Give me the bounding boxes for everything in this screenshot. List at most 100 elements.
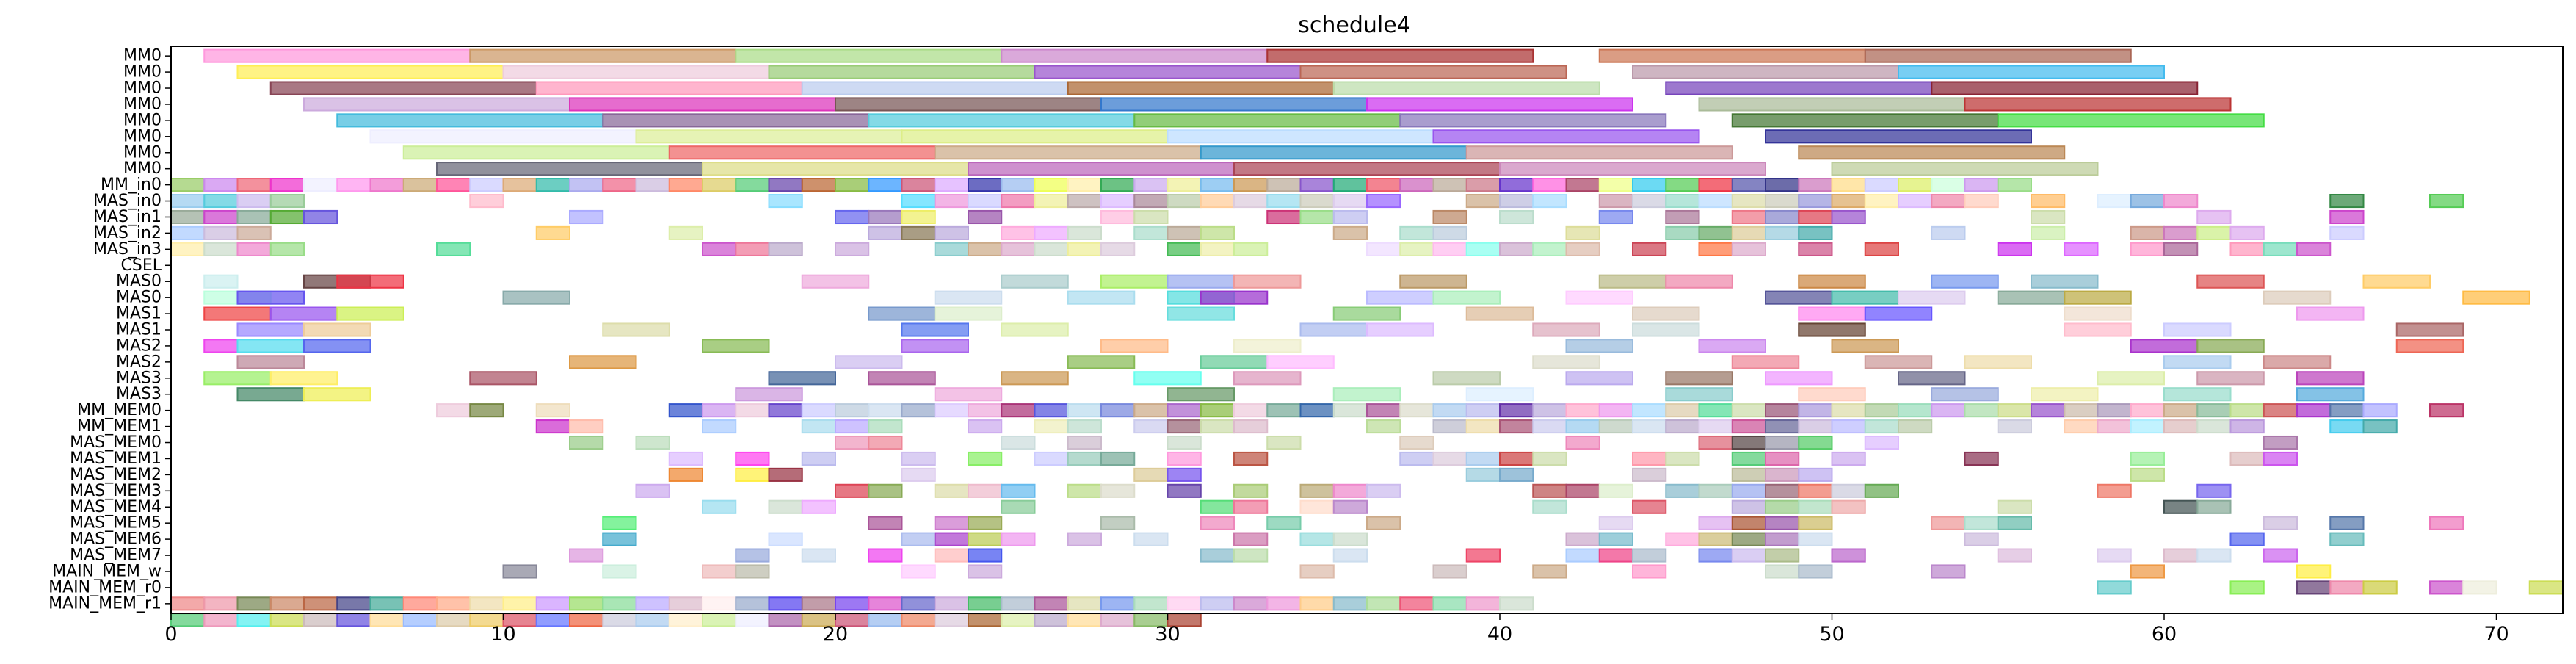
gantt-bar bbox=[2031, 387, 2099, 402]
y-tick-label: MAS_MEM4 bbox=[70, 498, 162, 516]
gantt-bar bbox=[934, 596, 969, 611]
gantt-bar bbox=[1465, 178, 1501, 192]
gantt-bar bbox=[868, 209, 903, 225]
gantt-bar bbox=[1332, 548, 1368, 563]
gantt-bar bbox=[1133, 225, 1169, 240]
gantt-bar bbox=[1200, 419, 1235, 434]
gantt-bar bbox=[1565, 483, 1600, 498]
gantt-bar bbox=[1067, 451, 1102, 466]
gantt-bar bbox=[901, 129, 1169, 144]
gantt-bar bbox=[1133, 371, 1202, 386]
gantt-bar bbox=[436, 178, 471, 192]
gantt-bar bbox=[2362, 419, 2398, 434]
gantt-bar bbox=[569, 419, 604, 434]
gantt-bar bbox=[1765, 371, 1833, 386]
y-tick-label: MAS_MEM3 bbox=[70, 482, 162, 500]
gantt-bar bbox=[1898, 290, 1966, 305]
gantt-bar bbox=[1133, 467, 1169, 482]
gantt-bar bbox=[303, 387, 371, 402]
gantt-bar bbox=[1200, 290, 1269, 305]
gantt-bar bbox=[1632, 419, 1667, 434]
axis-layer: MM0MM0MM0MM0MM0MM0MM0MM0MM_in0MAS_in0MAS… bbox=[48, 47, 2509, 646]
gantt-bar bbox=[768, 613, 803, 627]
gantt-bar bbox=[436, 403, 471, 418]
gantt-bar bbox=[469, 178, 504, 192]
gantt-bar bbox=[1233, 193, 1269, 209]
gantt-bar bbox=[801, 451, 836, 466]
gantt-bar bbox=[1964, 355, 2032, 369]
gantt-bar bbox=[1167, 225, 1202, 240]
gantt-bar bbox=[1765, 532, 1800, 546]
gantt-bar bbox=[1864, 306, 1933, 321]
gantt-bar bbox=[469, 596, 504, 611]
gantt-bar bbox=[1167, 435, 1202, 450]
y-tick-label: MAS3 bbox=[116, 369, 162, 387]
gantt-bar bbox=[1864, 419, 1899, 434]
gantt-bar bbox=[2064, 322, 2132, 337]
gantt-bar bbox=[934, 483, 969, 498]
gantt-bar bbox=[1831, 548, 1866, 563]
gantt-bar bbox=[801, 178, 836, 192]
gantt-bar bbox=[1299, 483, 1335, 498]
gantt-bar bbox=[2130, 564, 2165, 579]
gantt-bar bbox=[934, 290, 1003, 305]
gantt-bar bbox=[469, 403, 504, 418]
gantt-bar bbox=[2429, 403, 2464, 418]
gantt-bar bbox=[1898, 65, 2165, 79]
gantt-bar bbox=[1632, 178, 1667, 192]
gantt-bar bbox=[934, 178, 969, 192]
gantt-bar bbox=[1366, 516, 1401, 530]
gantt-bar bbox=[702, 403, 737, 418]
gantt-bar bbox=[1831, 193, 1866, 209]
gantt-bar bbox=[602, 322, 670, 337]
gantt-bar bbox=[269, 193, 305, 209]
plot-frame bbox=[170, 46, 2564, 614]
gantt-bar bbox=[170, 596, 206, 611]
gantt-bar bbox=[1499, 193, 1534, 209]
gantt-bar bbox=[1001, 499, 1036, 514]
gantt-bar bbox=[1698, 242, 1733, 256]
y-tick-label: MAS1 bbox=[116, 321, 162, 339]
gantt-bar bbox=[735, 564, 770, 579]
gantt-bar bbox=[1001, 613, 1036, 627]
gantt-bar bbox=[2296, 580, 2332, 595]
gantt-bar bbox=[801, 274, 870, 289]
gantt-bar bbox=[1798, 564, 1833, 579]
gantt-bar bbox=[801, 499, 836, 514]
gantt-bar bbox=[1233, 371, 1302, 386]
gantt-bar bbox=[2130, 339, 2199, 353]
gantt-bar bbox=[1731, 242, 1766, 256]
gantt-bar bbox=[968, 209, 1003, 225]
gantt-bar bbox=[2395, 339, 2464, 353]
gantt-bar bbox=[968, 162, 1235, 176]
gantt-bar bbox=[1100, 339, 1169, 353]
gantt-bar bbox=[2196, 499, 2232, 514]
gantt-bar bbox=[2196, 403, 2232, 418]
gantt-bar bbox=[1332, 193, 1368, 209]
gantt-bar bbox=[1665, 193, 1700, 209]
gantt-bar bbox=[635, 613, 670, 627]
gantt-bar bbox=[1332, 403, 1368, 418]
gantt-bar bbox=[1997, 290, 2066, 305]
gantt-bar bbox=[1001, 242, 1036, 256]
gantt-bar bbox=[1731, 516, 1766, 530]
gantt-bar bbox=[1997, 242, 2032, 256]
gantt-bar bbox=[2163, 193, 2199, 209]
gantt-bar bbox=[1831, 483, 1866, 498]
gantt-bar bbox=[1332, 387, 1401, 402]
gantt-bar bbox=[2296, 242, 2332, 256]
gantt-bar bbox=[1798, 225, 1833, 240]
y-tick-label: MM0 bbox=[123, 159, 162, 178]
gantt-bar bbox=[1100, 451, 1136, 466]
gantt-bar bbox=[934, 145, 1202, 160]
gantt-bar bbox=[1798, 467, 1833, 482]
gantt-bar bbox=[569, 435, 604, 450]
gantt-bar bbox=[2196, 483, 2232, 498]
gantt-bar bbox=[1532, 193, 1567, 209]
gantt-bar bbox=[801, 596, 836, 611]
gantt-bar bbox=[934, 306, 1003, 321]
gantt-bar bbox=[1798, 193, 1833, 209]
gantt-bar bbox=[1665, 403, 1700, 418]
gantt-bar bbox=[1432, 371, 1501, 386]
gantt-bar bbox=[1001, 274, 1069, 289]
